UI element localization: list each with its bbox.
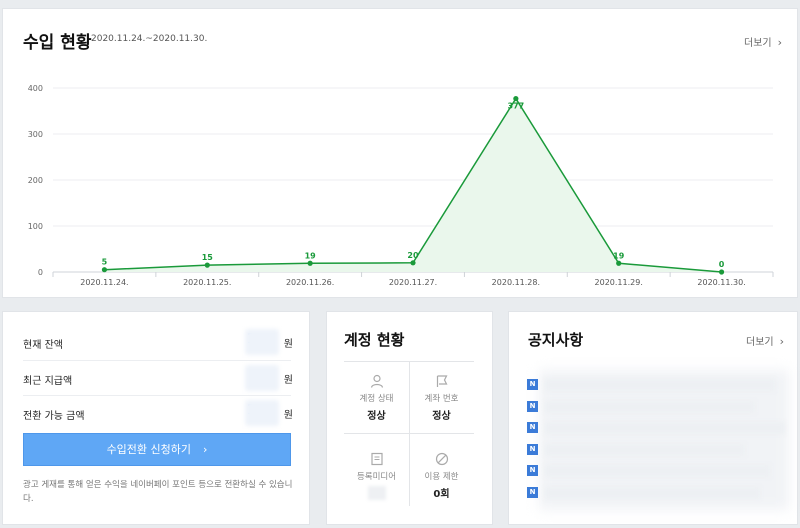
masked-notice-title: [545, 422, 785, 435]
revenue-date-range: 2020.11.24.~2020.11.30.: [91, 34, 208, 44]
bank-account-label: 계좌 번호: [424, 394, 459, 404]
new-badge: N: [527, 422, 538, 434]
x-tick-label: 2020.11.26.: [286, 278, 334, 287]
balance-card: 현재 잔액 1 원 최근 지급액 원 전환 가능 금액 1 원 수입전환 신청하…: [2, 311, 310, 525]
apply-conversion-label: 수입전환 신청하기: [106, 443, 192, 456]
data-point: [513, 95, 519, 102]
x-tick-label: 2020.11.30.: [697, 278, 745, 287]
masked-notice-title: [545, 487, 760, 499]
conversion-note: 광고 게재를 통해 얻은 수익을 네이버페이 포인트 등으로 전환하실 수 있습…: [23, 480, 293, 504]
data-label: 0: [719, 260, 725, 269]
registered-media-cell: 등록미디어: [344, 452, 409, 500]
new-badge: N: [527, 400, 538, 412]
account-card: 계정 현황 계정 상태 정상 계좌 번호 정상 등록미디어 이용 제한 0회: [326, 311, 493, 525]
revenue-card: 수입 현황 2020.11.24.~2020.11.30. 더보기 › 0 100 2…: [2, 8, 798, 298]
currency-unit: 원: [283, 410, 293, 421]
balance-row-convertible: 전환 가능 금액 1 원: [23, 400, 293, 426]
y-tick-label: 200: [28, 176, 43, 185]
y-tick-label: 0: [38, 268, 43, 277]
new-badge: N: [527, 443, 538, 455]
notice-item[interactable]: N: [527, 400, 789, 413]
document-icon: [370, 452, 383, 466]
notice-more-label: 더보기: [746, 337, 774, 348]
chevron-right-icon: ›: [779, 335, 785, 348]
masked-amount: [245, 365, 279, 391]
revenue-title: 수입 현황: [23, 33, 92, 53]
masked-amount: [245, 329, 279, 355]
balance-row-current: 현재 잔액 1 원: [23, 329, 293, 355]
usage-restriction-value: 0회: [433, 489, 450, 500]
divider: [344, 433, 474, 434]
bank-account-value: 정상: [432, 411, 451, 422]
notice-item[interactable]: N: [527, 422, 789, 435]
masked-notice-title: [545, 400, 755, 413]
account-title: 계정 현황: [344, 331, 405, 349]
data-label: 19: [613, 251, 625, 260]
chevron-right-icon: ›: [777, 36, 783, 49]
account-status-label: 계정 상태: [359, 394, 394, 404]
account-status-cell: 계정 상태 정상: [344, 374, 409, 422]
registered-media-label: 등록미디어: [356, 472, 397, 482]
balance-row-recent: 최근 지급액 원: [23, 365, 293, 391]
data-point: [204, 262, 210, 268]
x-tick-label: 2020.11.24.: [80, 278, 128, 287]
person-icon: [370, 374, 383, 388]
revenue-more-link[interactable]: 더보기 ›: [744, 34, 782, 49]
series-area: [104, 98, 722, 272]
masked-value: [367, 486, 386, 500]
data-label: 19: [305, 251, 317, 260]
apply-conversion-button[interactable]: 수입전환 신청하기 ›: [23, 433, 291, 466]
new-badge: N: [527, 465, 538, 477]
new-badge: N: [527, 487, 538, 498]
masked-notice-title: [545, 443, 745, 456]
chevron-right-icon: ›: [203, 443, 208, 456]
balance-label: 최근 지급액: [23, 376, 73, 387]
block-icon: [435, 452, 448, 466]
notice-item[interactable]: N: [527, 487, 789, 499]
data-label: 377: [508, 102, 525, 111]
balance-label: 현재 잔액: [23, 340, 63, 351]
data-point: [718, 269, 725, 275]
y-tick-label: 300: [28, 130, 43, 139]
masked-notice-title: [545, 465, 770, 478]
notice-item[interactable]: N: [527, 379, 789, 391]
usage-restriction-label: 이용 제한: [424, 472, 459, 482]
masked-notice-list: [539, 370, 789, 510]
y-tick-label: 400: [28, 84, 43, 93]
data-point: [307, 260, 313, 266]
data-point: [616, 260, 622, 266]
series-line: [104, 97, 722, 273]
account-status-value: 정상: [367, 411, 386, 422]
notice-more-link[interactable]: 더보기 ›: [746, 333, 784, 348]
y-tick-label: 100: [28, 222, 43, 231]
data-point: [101, 267, 108, 273]
notice-item[interactable]: N: [527, 443, 789, 456]
notice-title: 공지사항: [528, 331, 584, 349]
data-label: 20: [407, 251, 419, 260]
revenue-more-label: 더보기: [744, 38, 772, 49]
flag-icon: [436, 375, 447, 387]
currency-unit: 원: [283, 339, 293, 350]
masked-amount: [245, 400, 279, 426]
x-tick-label: 2020.11.27.: [389, 278, 437, 287]
data-label: 5: [102, 258, 108, 267]
divider: [23, 395, 291, 396]
currency-unit: 원: [283, 375, 293, 386]
data-label: 15: [202, 253, 214, 262]
data-point: [410, 260, 416, 266]
notice-item[interactable]: N: [527, 465, 789, 478]
x-tick-label: 2020.11.25.: [183, 278, 231, 287]
new-badge: N: [527, 379, 538, 390]
bank-account-cell: 계좌 번호 정상: [409, 374, 474, 422]
x-tick-label: 2020.11.29.: [595, 278, 643, 287]
balance-label: 전환 가능 금액: [23, 411, 85, 422]
masked-notice-title: [545, 379, 775, 391]
usage-restriction-cell: 이용 제한 0회: [409, 452, 474, 500]
x-tick-label: 2020.11.28.: [492, 278, 540, 287]
divider: [23, 360, 291, 361]
